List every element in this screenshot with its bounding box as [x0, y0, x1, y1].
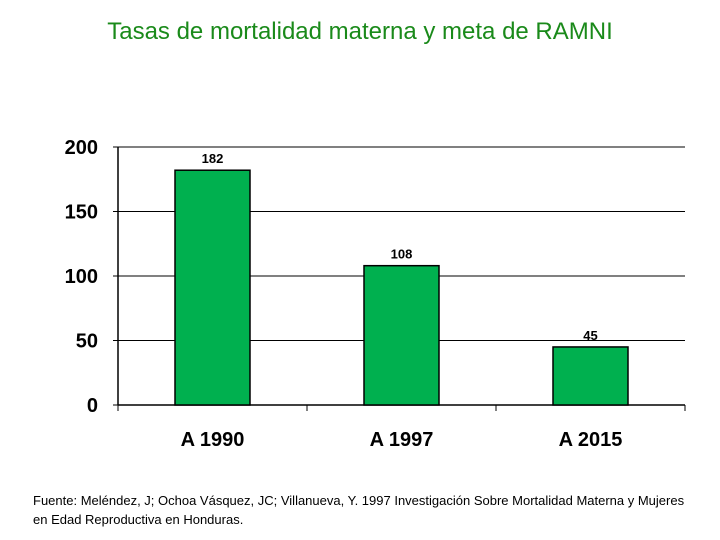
bar [552, 346, 629, 406]
bars [174, 169, 629, 406]
chart-title: Tasas de mortalidad materna y meta de RA… [107, 18, 613, 45]
bar [174, 169, 251, 406]
y-tick-label: 0 [87, 395, 98, 417]
bar [363, 264, 440, 406]
y-tick-label: 100 [65, 266, 98, 288]
y-tick-label: 200 [65, 137, 98, 159]
category-label: A 1997 [370, 429, 434, 451]
category-label: A 2015 [559, 429, 623, 451]
data-label: 108 [391, 247, 413, 262]
source-note: Fuente: Meléndez, J; Ochoa Vásquez, JC; … [33, 493, 685, 527]
data-label: 45 [583, 328, 597, 343]
labels: 0 50 100 150 200 182 A 1990 108 A 1997 45 A 2015 [65, 137, 623, 451]
data-label: 182 [202, 151, 224, 166]
y-tick-label: 50 [76, 331, 98, 353]
category-label: A 1990 [181, 429, 245, 451]
y-tick-label: 150 [65, 202, 98, 224]
